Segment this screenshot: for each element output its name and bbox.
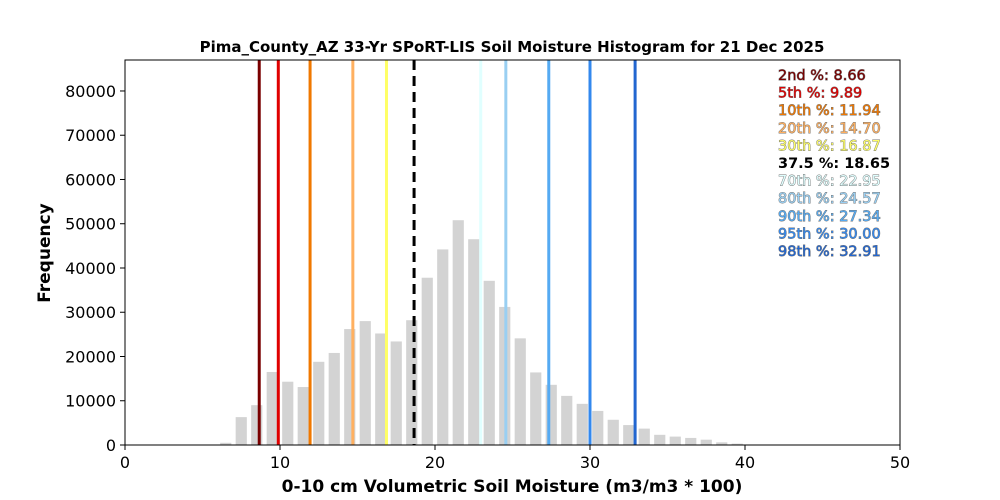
histogram-bar: [406, 320, 418, 445]
y-tick-label: 10000: [65, 392, 116, 411]
y-tick-label: 20000: [65, 347, 116, 366]
histogram-bar: [313, 361, 325, 445]
histogram-bar: [375, 333, 387, 445]
histogram-bar: [297, 387, 309, 445]
histogram-bar: [607, 419, 619, 445]
histogram-bar: [623, 425, 635, 445]
histogram-bar: [561, 395, 573, 445]
legend-entry: 80th %: 24.57: [778, 191, 881, 207]
x-tick-label: 40: [735, 453, 755, 472]
y-tick-label: 0: [106, 436, 116, 455]
y-tick-label: 70000: [65, 126, 116, 145]
x-axis-label: 0-10 cm Volumetric Soil Moisture (m3/m3 …: [282, 477, 743, 497]
legend-entry: 20th %: 14.70: [778, 121, 881, 137]
y-axis-label: Frequency: [35, 203, 55, 303]
legend-entry: 98th %: 32.91: [778, 244, 881, 260]
histogram-bar: [359, 321, 371, 445]
histogram-bar: [266, 371, 278, 445]
legend-entry: 5th %: 9.89: [778, 86, 862, 102]
legend-entry: 30th %: 16.87: [778, 138, 881, 154]
legend-entry: 10th %: 11.94: [778, 103, 881, 119]
histogram-bar: [669, 436, 681, 445]
x-tick-label: 20: [425, 453, 445, 472]
histogram-bar: [282, 381, 294, 445]
histogram-bar: [685, 437, 697, 445]
legend-entry: 70th %: 22.95: [778, 174, 881, 190]
histogram-bar: [731, 443, 743, 445]
histogram-bar: [716, 442, 728, 445]
y-tick-label: 80000: [65, 82, 116, 101]
histogram-bar: [514, 338, 526, 445]
histogram-bar: [545, 384, 557, 445]
histogram-bar: [700, 439, 712, 445]
histogram-bar: [437, 249, 449, 445]
histogram-bar: [654, 434, 666, 445]
histogram-bar: [421, 277, 433, 445]
y-tick-label: 40000: [65, 259, 116, 278]
x-tick-label: 10: [270, 453, 290, 472]
histogram-bar: [530, 372, 542, 445]
chart-title: Pima_County_AZ 33-Yr SPoRT-LIS Soil Mois…: [200, 38, 825, 56]
histogram-bar: [592, 410, 604, 445]
y-tick-label: 60000: [65, 170, 116, 189]
histogram-bar: [328, 352, 340, 445]
x-tick-label: 50: [890, 453, 910, 472]
x-tick-label: 0: [120, 453, 130, 472]
histogram-bar: [638, 428, 650, 445]
histogram-bar: [390, 341, 402, 445]
histogram-bar: [220, 442, 232, 445]
y-tick-label: 50000: [65, 215, 116, 234]
histogram-bar: [251, 405, 263, 445]
histogram-bar: [452, 220, 464, 445]
histogram-bar: [483, 280, 495, 445]
y-tick-label: 30000: [65, 303, 116, 322]
legend-entry: 37.5 %: 18.65: [778, 156, 890, 172]
legend-entry: 2nd %: 8.66: [778, 68, 866, 84]
histogram-bar: [235, 417, 247, 445]
histogram-bar: [468, 239, 480, 445]
plot-frame: [124, 59, 901, 446]
histogram-bar: [576, 403, 588, 445]
legend-entry: 90th %: 27.34: [778, 209, 881, 225]
legend-entry: 95th %: 30.00: [778, 226, 881, 242]
x-tick-label: 30: [580, 453, 600, 472]
histogram-bar: [344, 329, 356, 445]
